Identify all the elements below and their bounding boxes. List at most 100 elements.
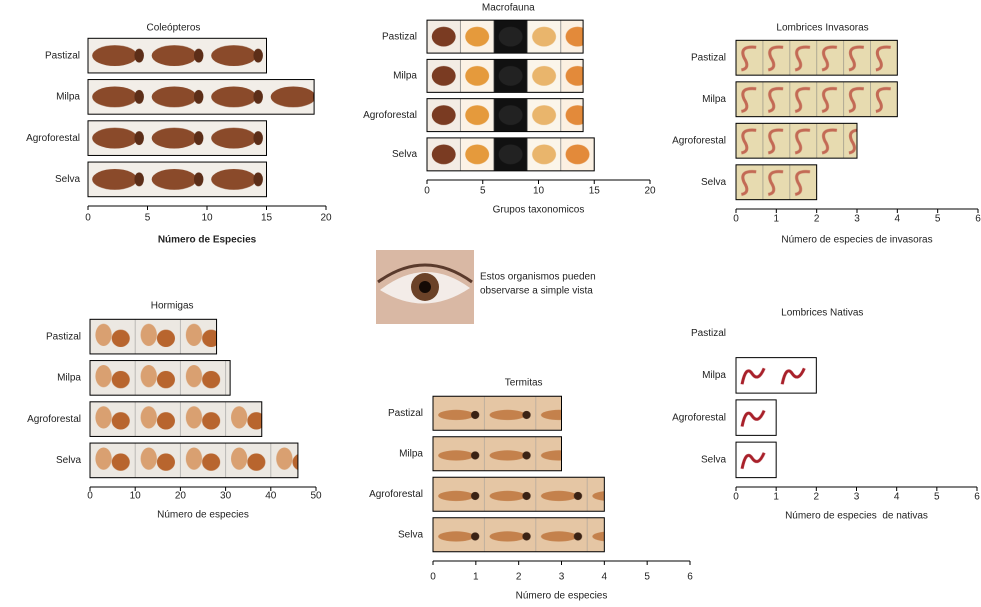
x-tick-label: 6 (687, 572, 693, 583)
x-tick-label: 4 (894, 492, 900, 503)
x-tick-label: 0 (430, 572, 436, 583)
x-axis-label: Grupos taxonomicos (493, 205, 585, 216)
category-label: Milpa (57, 373, 81, 384)
bar (432, 476, 605, 512)
bar (735, 81, 898, 118)
x-tick-label: 15 (589, 186, 601, 197)
chart-title: Lombrices Nativas (781, 308, 863, 319)
x-tick-label: 10 (533, 186, 545, 197)
x-tick-label: 1 (473, 572, 479, 583)
category-label: Agroforestal (26, 133, 80, 144)
category-label: Selva (392, 149, 417, 160)
x-tick-label: 5 (934, 492, 940, 503)
category-label: Pastizal (691, 52, 726, 63)
x-tick-label: 40 (265, 491, 277, 502)
caption-line: observarse a simple vista (480, 286, 593, 297)
x-tick-label: 20 (644, 186, 656, 197)
x-tick-label: 4 (895, 214, 901, 225)
chart-title: Termitas (505, 378, 543, 389)
category-label: Pastizal (45, 50, 80, 61)
bar (89, 442, 299, 479)
category-label: Agroforestal (369, 489, 423, 500)
x-tick-label: 2 (814, 214, 820, 225)
chart-title: Coleópteros (146, 23, 200, 34)
category-label: Milpa (702, 370, 726, 381)
bar (426, 137, 595, 172)
x-axis-label: Número de especies de invasoras (781, 235, 932, 246)
bar (89, 360, 231, 396)
bar (426, 98, 584, 133)
x-tick-label: 10 (130, 491, 142, 502)
x-tick-label: 2 (516, 572, 522, 583)
category-label: Selva (701, 455, 726, 466)
bar (735, 164, 818, 201)
bar (89, 401, 263, 437)
x-tick-label: 20 (320, 213, 332, 224)
category-label: Agroforestal (672, 135, 726, 146)
chart-title: Macrofauna (482, 3, 535, 14)
category-label: Agroforestal (672, 412, 726, 423)
x-axis-label: Número de especies (516, 591, 608, 602)
chart-title: Lombrices Invasoras (776, 23, 868, 34)
bar (735, 122, 858, 159)
x-tick-label: 6 (974, 492, 980, 503)
bar (735, 441, 777, 479)
bar (735, 399, 777, 436)
category-label: Selva (701, 177, 726, 188)
category-label: Milpa (702, 94, 726, 105)
x-tick-label: 3 (854, 492, 860, 503)
x-tick-label: 10 (201, 213, 213, 224)
bar (87, 79, 315, 115)
bar (426, 19, 584, 54)
bar (735, 39, 898, 76)
x-tick-label: 0 (733, 492, 739, 503)
x-tick-label: 5 (145, 213, 151, 224)
category-label: Pastizal (388, 408, 423, 419)
category-label: Milpa (56, 92, 80, 103)
x-tick-label: 6 (975, 214, 981, 225)
x-tick-label: 5 (644, 572, 650, 583)
bar (432, 436, 562, 472)
x-tick-label: 15 (261, 213, 273, 224)
x-axis-label: Número de Especies (158, 235, 257, 246)
x-tick-label: 3 (854, 214, 860, 225)
x-axis-label: Número de especies (157, 510, 249, 521)
category-label: Selva (56, 455, 81, 466)
category-label: Agroforestal (363, 110, 417, 121)
x-tick-label: 30 (220, 491, 232, 502)
category-label: Pastizal (382, 31, 417, 42)
bar (87, 37, 267, 74)
x-tick-label: 0 (424, 186, 430, 197)
bar (432, 517, 605, 553)
x-tick-label: 1 (774, 214, 780, 225)
bar (735, 357, 817, 394)
category-label: Pastizal (46, 331, 81, 342)
category-label: Agroforestal (27, 414, 81, 425)
category-label: Selva (398, 529, 423, 540)
bar (432, 395, 562, 431)
x-tick-label: 0 (85, 213, 91, 224)
category-label: Milpa (393, 71, 417, 82)
eye-photo (376, 250, 474, 324)
x-axis-label: Número de especies de nativas (785, 511, 928, 522)
x-tick-label: 4 (602, 572, 608, 583)
x-tick-label: 3 (559, 572, 565, 583)
x-tick-label: 5 (480, 186, 486, 197)
x-tick-label: 0 (733, 214, 739, 225)
x-tick-label: 1 (773, 492, 779, 503)
category-label: Milpa (399, 448, 423, 459)
x-tick-label: 0 (87, 491, 93, 502)
x-tick-label: 50 (310, 491, 322, 502)
x-tick-label: 2 (814, 492, 820, 503)
x-tick-label: 5 (935, 214, 941, 225)
category-label: Pastizal (691, 328, 726, 339)
chart-title: Hormigas (151, 301, 194, 312)
x-tick-label: 20 (175, 491, 187, 502)
category-label: Selva (55, 174, 80, 185)
bar (89, 318, 218, 355)
bar (426, 58, 584, 93)
caption-line: Estos organismos pueden (480, 272, 596, 283)
bar (87, 161, 267, 198)
bar (87, 120, 267, 156)
